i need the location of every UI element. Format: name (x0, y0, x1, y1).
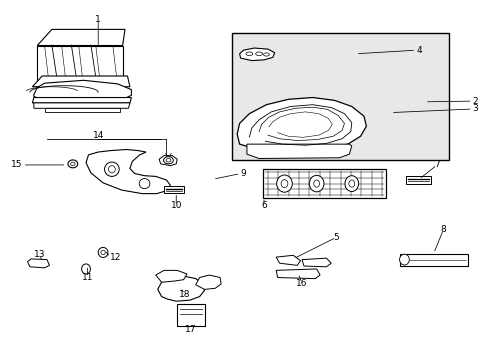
Text: 1: 1 (95, 15, 101, 24)
Text: 18: 18 (179, 289, 190, 298)
Ellipse shape (104, 162, 119, 176)
Text: 6: 6 (261, 201, 266, 210)
Polygon shape (302, 258, 330, 267)
Polygon shape (276, 269, 320, 279)
Text: 5: 5 (333, 233, 338, 242)
Polygon shape (195, 275, 221, 289)
Text: 2: 2 (472, 96, 477, 105)
Polygon shape (246, 144, 351, 158)
Polygon shape (406, 176, 430, 184)
Polygon shape (34, 103, 130, 108)
Text: 4: 4 (415, 46, 421, 55)
Text: 17: 17 (185, 325, 196, 334)
Polygon shape (37, 45, 122, 87)
Polygon shape (34, 80, 131, 101)
Polygon shape (263, 169, 385, 198)
Polygon shape (32, 76, 130, 87)
Ellipse shape (399, 254, 408, 265)
Ellipse shape (81, 264, 90, 274)
Polygon shape (163, 186, 183, 193)
Polygon shape (37, 30, 125, 45)
Polygon shape (156, 270, 186, 282)
Text: 7: 7 (433, 161, 439, 170)
Polygon shape (276, 255, 300, 265)
Polygon shape (86, 149, 170, 194)
Ellipse shape (276, 175, 292, 192)
Polygon shape (177, 304, 204, 326)
Text: 10: 10 (170, 201, 182, 210)
Text: 13: 13 (34, 250, 45, 259)
Text: 8: 8 (440, 225, 446, 234)
Ellipse shape (98, 247, 108, 257)
Polygon shape (44, 108, 120, 112)
Ellipse shape (163, 157, 173, 164)
Text: 14: 14 (92, 131, 103, 140)
Ellipse shape (344, 176, 358, 192)
Text: 11: 11 (81, 273, 93, 282)
Bar (232, 33, 448, 160)
Polygon shape (32, 98, 131, 103)
Ellipse shape (68, 160, 78, 168)
Polygon shape (159, 156, 177, 166)
Text: 15: 15 (11, 161, 22, 170)
Text: 3: 3 (472, 104, 477, 113)
Ellipse shape (309, 175, 324, 192)
Polygon shape (158, 276, 204, 301)
Polygon shape (399, 253, 467, 266)
Text: 16: 16 (296, 279, 307, 288)
Polygon shape (237, 98, 366, 151)
Ellipse shape (139, 179, 150, 189)
Text: 9: 9 (240, 169, 246, 178)
Polygon shape (27, 259, 49, 268)
Text: 12: 12 (110, 253, 122, 262)
Polygon shape (239, 48, 274, 60)
